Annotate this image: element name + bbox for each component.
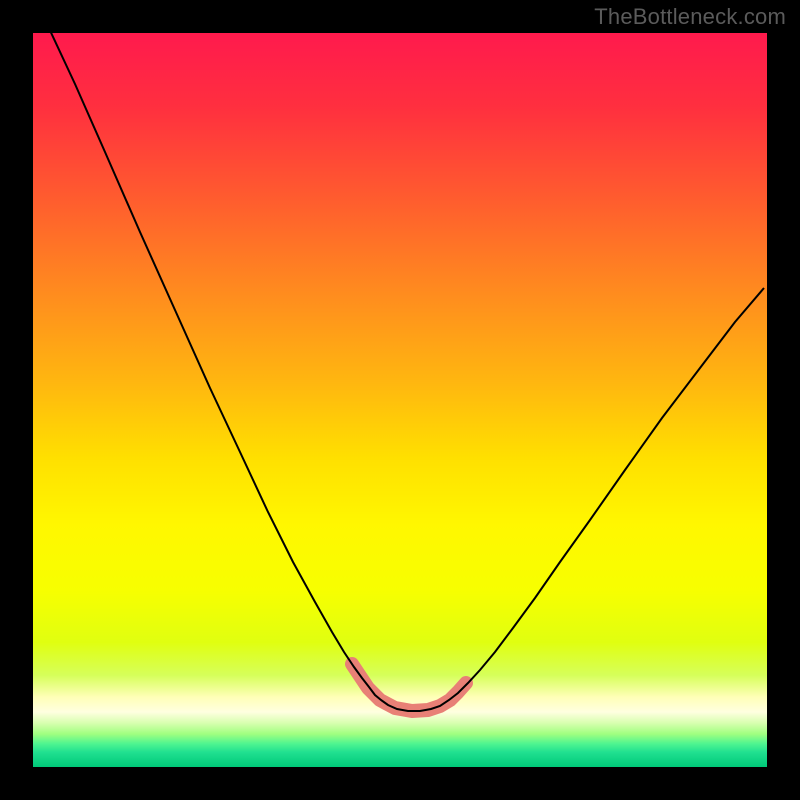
- watermark-text: TheBottleneck.com: [594, 4, 786, 30]
- plot-background-gradient: [33, 33, 767, 767]
- bottleneck-chart-svg: [0, 0, 800, 800]
- chart-root: TheBottleneck.com: [0, 0, 800, 800]
